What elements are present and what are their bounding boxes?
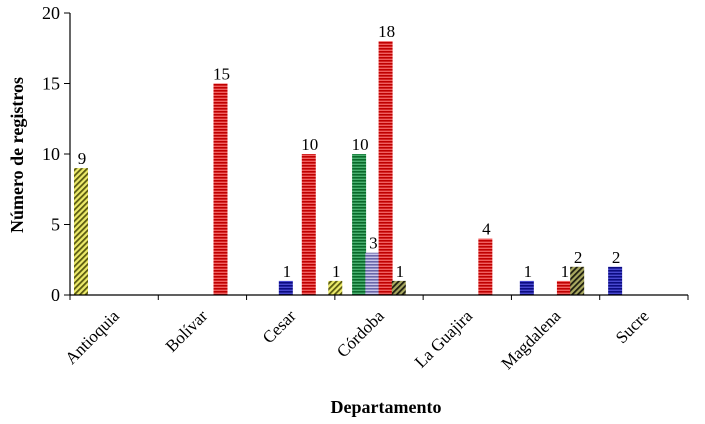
bar <box>478 238 493 295</box>
bar <box>378 41 393 296</box>
bar <box>301 154 316 295</box>
x-category-label: Bolívar <box>162 306 212 356</box>
y-tick-label: 10 <box>42 144 60 164</box>
bar-value-label: 4 <box>482 220 491 239</box>
y-axis-ticks: 0 5 10 15 20 <box>42 3 70 305</box>
bar <box>213 83 228 295</box>
bar <box>608 266 623 295</box>
x-category-label: Magdalena <box>498 306 565 373</box>
bar-value-label: 2 <box>574 248 583 267</box>
bar-value-label: 2 <box>612 248 621 267</box>
bar-value-label: 15 <box>213 65 230 84</box>
bar <box>365 252 380 295</box>
x-category-label: Cesar <box>259 306 300 347</box>
bar <box>556 280 571 295</box>
bar-value-label: 1 <box>396 262 405 281</box>
bar <box>328 280 343 295</box>
bar-value-label: 1 <box>283 262 292 281</box>
bar <box>74 168 88 295</box>
bar-value-label: 10 <box>352 135 369 154</box>
x-axis-category-labels: Antioquia Bolívar Cesar Córdoba La Guajira Ma… <box>61 295 689 373</box>
axes <box>69 13 688 296</box>
bar-value-label: 9 <box>78 149 87 168</box>
x-axis-title: Departamento <box>331 397 442 417</box>
bar-value-label: 3 <box>369 234 378 253</box>
bar <box>278 280 293 295</box>
x-category-label: La Guajira <box>411 306 476 371</box>
bar <box>352 154 367 295</box>
bars <box>74 41 623 296</box>
bar <box>570 266 585 295</box>
bar <box>391 280 406 295</box>
y-axis-title: Número de registros <box>7 77 27 233</box>
x-category-label: Sucre <box>612 306 653 347</box>
bar-value-label: 18 <box>378 22 395 41</box>
x-category-label: Antioquia <box>61 306 123 368</box>
bar-value-label: 1 <box>524 262 533 281</box>
bar-value-label: 10 <box>301 135 318 154</box>
y-tick-label: 0 <box>51 285 60 305</box>
bar-value-label: 1 <box>332 262 341 281</box>
y-tick-label: 15 <box>42 74 60 94</box>
y-tick-label: 20 <box>42 3 60 23</box>
y-tick-label: 5 <box>51 215 60 235</box>
bar-value-label: 1 <box>561 262 570 281</box>
x-category-label: Córdoba <box>333 306 388 361</box>
bar <box>519 280 534 295</box>
